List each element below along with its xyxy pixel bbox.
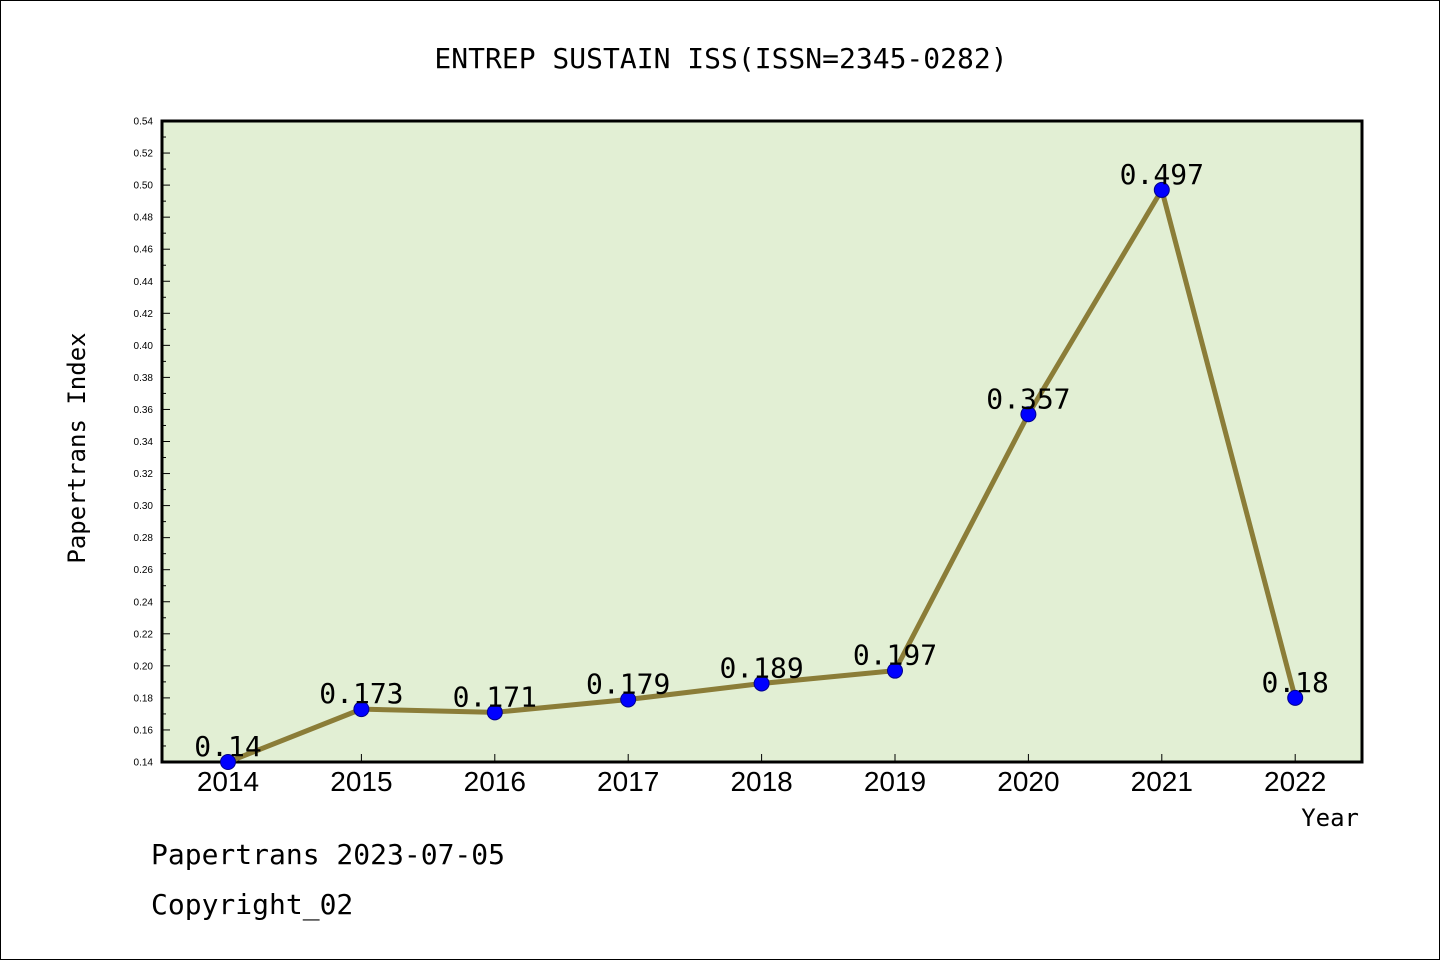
data-point <box>753 675 770 692</box>
x-tick-label: 2016 <box>464 766 526 797</box>
x-tick-label: 2017 <box>597 766 659 797</box>
y-tick-label: 0.32 <box>134 469 154 480</box>
x-axis-label: Year <box>1301 804 1359 832</box>
y-tick-label: 0.34 <box>134 437 154 448</box>
series-group: 0.14 0.173 0.171 0.179 0.189 0.197 0.357 0.497 0… <box>194 158 1329 770</box>
data-point <box>1287 689 1304 706</box>
x-tick-label: 2021 <box>1131 766 1193 797</box>
x-tick-label: 2015 <box>330 766 392 797</box>
y-tick-label: 0.24 <box>134 597 154 608</box>
y-tick-label: 0.30 <box>134 501 154 512</box>
data-label: 0.357 <box>986 382 1070 415</box>
data-point <box>486 704 503 721</box>
data-point <box>220 754 236 770</box>
x-tick-label: 2022 <box>1264 766 1326 797</box>
x-tick-label: 2020 <box>997 766 1059 797</box>
x-tick-label: 2019 <box>864 766 926 797</box>
data-label: 0.173 <box>319 677 403 710</box>
x-tick-label: 2018 <box>730 766 792 797</box>
y-tick-label: 0.52 <box>134 149 154 160</box>
x-tick-label: 2014 <box>197 766 259 797</box>
data-label: 0.497 <box>1120 158 1204 191</box>
y-axis-label: Papertrans Index <box>63 332 91 563</box>
data-label: 0.189 <box>719 651 803 684</box>
data-label: 0.14 <box>194 730 261 763</box>
data-label: 0.197 <box>853 639 937 672</box>
y-tick-label: 0.16 <box>134 725 154 736</box>
y-tick-label: 0.54 <box>134 117 154 128</box>
footer-date: Papertrans 2023-07-05 <box>151 838 505 871</box>
data-label: 0.18 <box>1261 666 1328 699</box>
y-tick-label: 0.50 <box>134 181 154 192</box>
chart-title: ENTREP SUSTAIN ISS(ISSN=2345-0282) <box>434 42 1007 75</box>
y-tick-label: 0.44 <box>134 277 154 288</box>
y-axis: 0.14 0.16 0.18 0.20 0.22 0.24 0.26 0.28 0.30 0.32… <box>134 117 170 769</box>
y-tick-label: 0.48 <box>134 213 154 224</box>
y-tick-label: 0.42 <box>134 309 154 320</box>
x-axis: 2014 2015 2016 2017 2018 2019 2020 2021 2022 <box>197 754 1326 797</box>
y-tick-label: 0.38 <box>134 373 154 384</box>
y-tick-label: 0.36 <box>134 405 154 416</box>
plot-area <box>160 119 1364 764</box>
data-point <box>887 662 903 679</box>
data-point <box>1020 406 1037 423</box>
data-point <box>1153 181 1170 198</box>
footer-copyright: Copyright_02 <box>151 888 353 922</box>
y-tick-label: 0.14 <box>134 758 154 769</box>
y-tick-label: 0.26 <box>134 565 154 576</box>
data-label: 0.179 <box>586 668 670 701</box>
data-label: 0.171 <box>453 680 537 713</box>
y-tick-label: 0.18 <box>134 693 154 704</box>
y-tick-label: 0.22 <box>134 629 154 640</box>
y-tick-label: 0.46 <box>134 245 154 256</box>
y-tick-label: 0.28 <box>134 533 154 544</box>
y-tick-label: 0.20 <box>134 661 154 672</box>
data-point <box>353 701 370 718</box>
y-tick-label: 0.40 <box>134 341 154 352</box>
data-point <box>620 691 637 708</box>
